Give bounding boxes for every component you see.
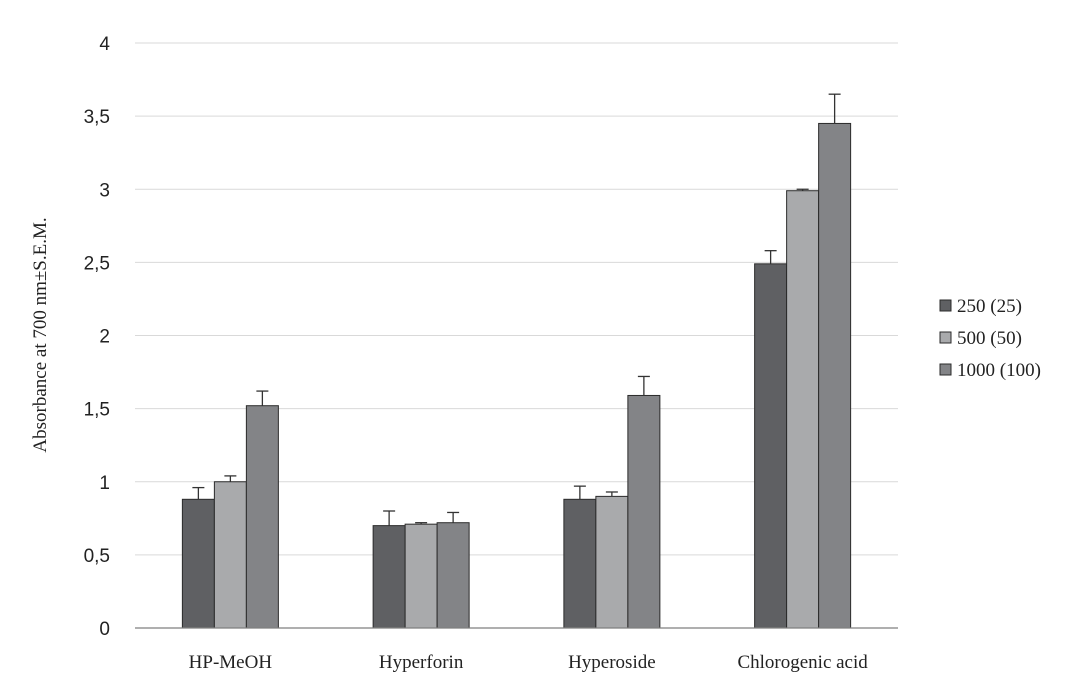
y-tick-label: 0 (99, 619, 110, 640)
bar (627, 394, 661, 629)
bar (213, 481, 247, 629)
error-bar (605, 491, 618, 497)
bar (595, 495, 629, 629)
y-tick-label: 3,5 (84, 107, 110, 128)
bar (181, 498, 215, 629)
y-tick-label: 4 (99, 34, 110, 55)
bar (563, 498, 597, 629)
bar (818, 122, 852, 629)
legend-label: 500 (50) (957, 328, 1022, 349)
x-category-label: Hyperoside (568, 652, 656, 673)
y-tick-label: 0,5 (84, 546, 110, 567)
bar (754, 263, 788, 629)
y-tick-label: 2 (99, 327, 110, 348)
y-tick-labels: 0 0,5 1 1,5 2 2,5 3 3,5 4 (84, 34, 111, 640)
error-bars (192, 93, 841, 526)
legend-label: 250 (25) (957, 296, 1022, 317)
y-tick-label: 3 (99, 180, 110, 201)
legend: 250 (25) 500 (50) 1000 (100) (939, 296, 1041, 381)
legend-swatch (939, 331, 952, 344)
error-bar (573, 485, 586, 500)
legend-swatch (939, 363, 952, 376)
legend-swatch (939, 299, 952, 312)
error-bar (447, 511, 460, 523)
y-axis-title: Absorbance at 700 nm±S.E.M. (30, 217, 51, 452)
x-category-labels: HP-MeOH Hyperforin Hyperoside Chlorogenic a… (189, 652, 869, 673)
error-bar (637, 375, 650, 396)
error-bar (764, 250, 777, 264)
error-bar (415, 522, 428, 525)
bar (245, 405, 279, 629)
bars (181, 122, 852, 629)
bar (436, 522, 470, 629)
y-tick-label: 1 (99, 473, 110, 494)
error-bar (224, 475, 237, 482)
error-bar (383, 510, 396, 526)
error-bar (256, 390, 269, 406)
x-category-label: Hyperforin (379, 652, 464, 673)
x-category-label: HP-MeOH (189, 652, 273, 673)
y-tick-label: 2,5 (84, 253, 110, 274)
bar (404, 523, 438, 629)
y-tick-label: 1,5 (84, 400, 110, 421)
error-bar (192, 486, 205, 500)
error-bar (796, 188, 809, 191)
error-bar (828, 93, 841, 124)
bar (372, 525, 406, 629)
legend-label: 1000 (100) (957, 360, 1041, 381)
bar (786, 190, 820, 629)
x-category-label: Chlorogenic acid (737, 652, 868, 673)
